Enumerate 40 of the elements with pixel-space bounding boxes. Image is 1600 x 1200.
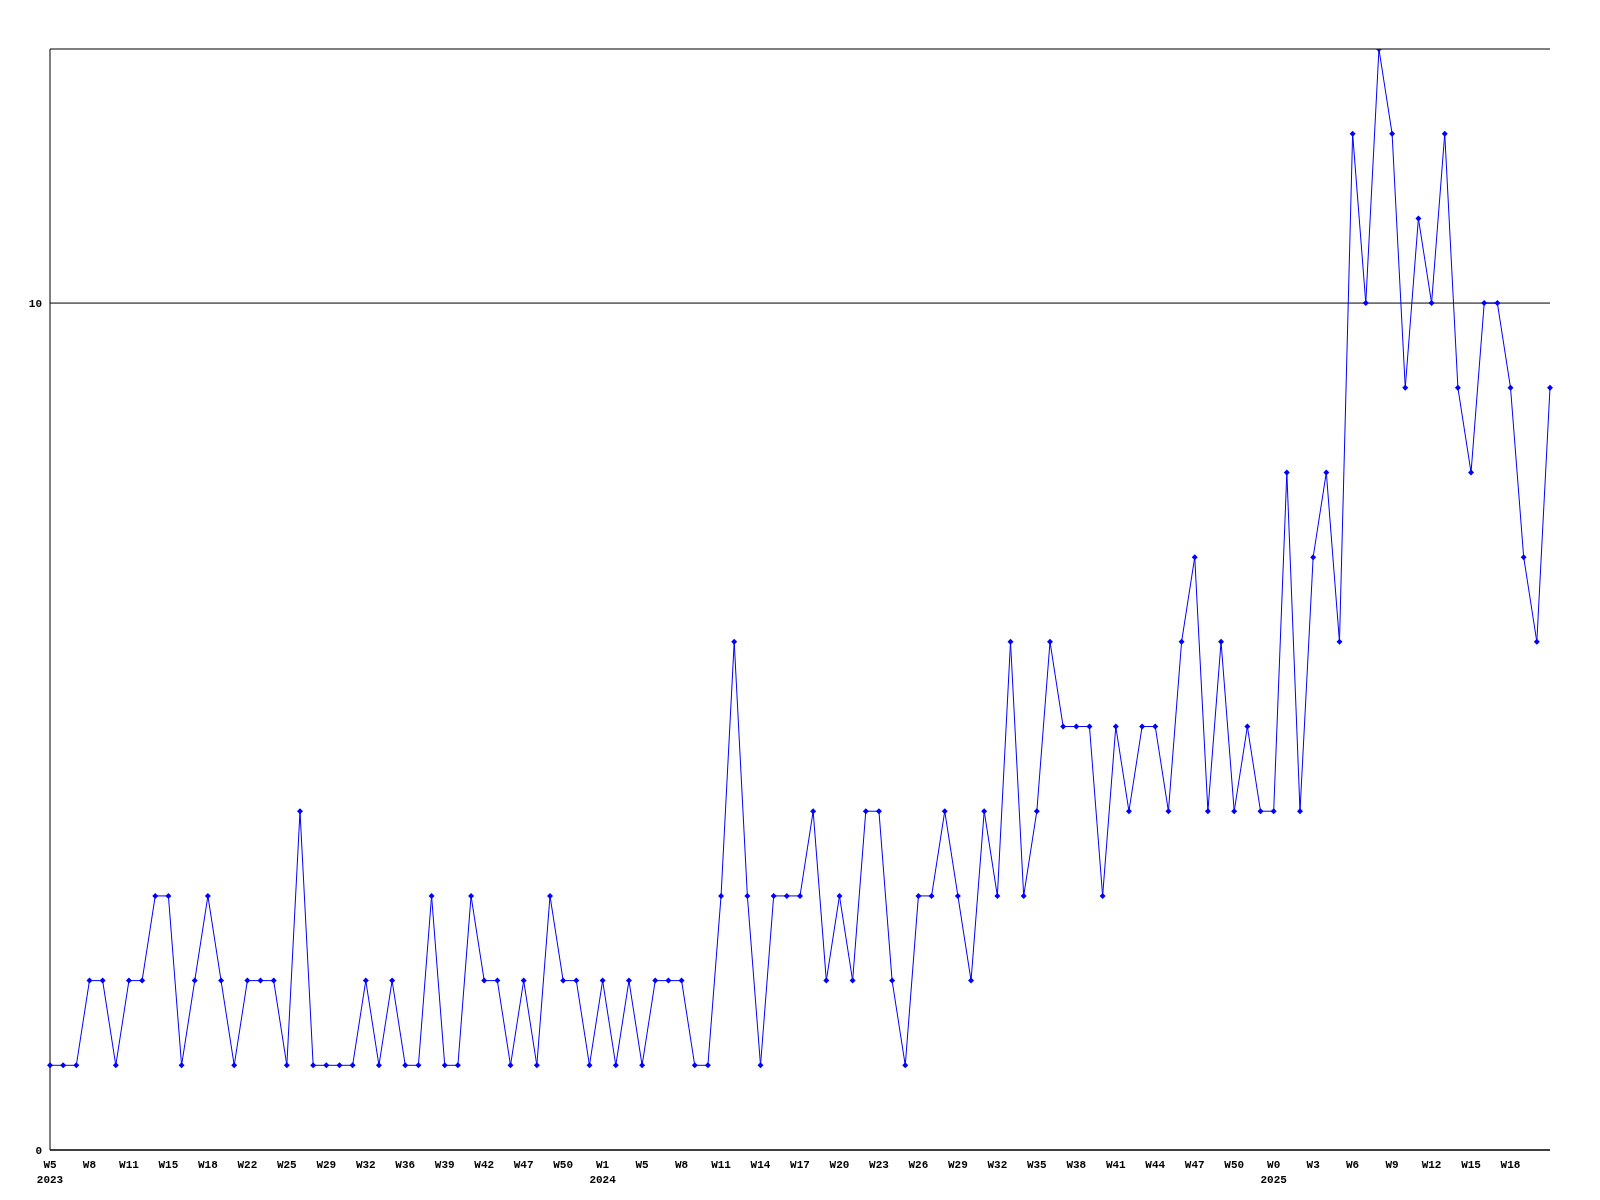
x-tick-label: W38 (1066, 1159, 1087, 1171)
x-tick-label: W32 (355, 1159, 376, 1171)
x-tick-label: W11 (711, 1159, 732, 1171)
x-tick-label: W47 (513, 1159, 534, 1171)
x-tick-label: W8 (82, 1159, 97, 1171)
x-tick-label: W12 (1421, 1159, 1442, 1171)
x-tick-label: W29 (316, 1159, 337, 1171)
x-tick-label: W29 (947, 1159, 968, 1171)
x-tick-label: W3 (1306, 1159, 1321, 1171)
x-tick-label: W9 (1385, 1159, 1399, 1171)
x-tick-label: W17 (790, 1159, 810, 1171)
x-tick-label: W8 (674, 1159, 689, 1171)
x-tick-label: W6 (1346, 1159, 1360, 1171)
x-tick-label: W39 (434, 1159, 455, 1171)
x-tick-label: W14 (750, 1159, 771, 1171)
x-tick-label: W47 (1184, 1159, 1205, 1171)
x-tick-label: W0 2025 (1260, 1159, 1288, 1186)
x-tick-label: W26 (908, 1159, 929, 1171)
x-tick-label: W25 (276, 1159, 298, 1171)
x-tick-label: W5 (635, 1159, 650, 1171)
x-tick-label: W32 (987, 1159, 1008, 1171)
x-tick-label: W20 (829, 1159, 850, 1171)
x-tick-label: W5 2023 (36, 1159, 64, 1186)
x-tick-label: W1 2024 (589, 1159, 617, 1186)
x-tick-label: W18 (197, 1159, 219, 1171)
y-tick-label: 0 (35, 1144, 42, 1157)
x-tick-label: W36 (395, 1159, 416, 1171)
x-tick-label: W22 (237, 1159, 258, 1171)
x-tick-label: W42 (474, 1159, 495, 1171)
x-tick-label: W15 (158, 1159, 179, 1171)
x-tick-label: W23 (869, 1159, 890, 1171)
x-tick-label: W15 (1461, 1159, 1482, 1171)
x-tick-label: W41 (1105, 1159, 1127, 1171)
x-tick-label: W44 (1145, 1159, 1166, 1171)
x-tick-label: W11 (119, 1159, 140, 1171)
x-tick-label: W35 (1026, 1159, 1048, 1171)
x-tick-label: W50 (1224, 1159, 1245, 1171)
y-tick-label: 10 (28, 297, 42, 310)
x-tick-label: W50 (553, 1159, 574, 1171)
x-tick-label: W18 (1500, 1159, 1521, 1171)
